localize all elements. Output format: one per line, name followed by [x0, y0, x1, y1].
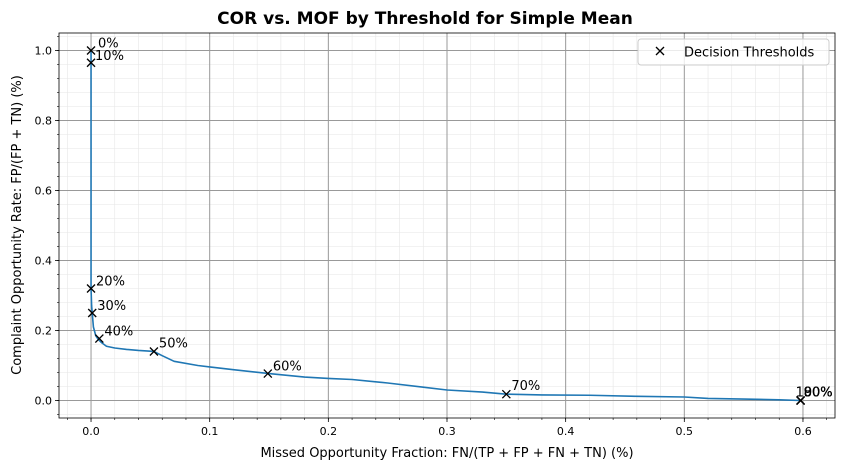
x-axis-label: Missed Opportunity Fraction: FN/(TP + FP… [260, 446, 633, 461]
y-tick-label: 0.6 [35, 185, 53, 198]
threshold-label: 40% [104, 325, 133, 340]
threshold-label: 100% [796, 386, 833, 401]
threshold-label: 60% [273, 360, 302, 375]
y-tick-label: 0.8 [35, 115, 53, 128]
legend-box [637, 38, 830, 66]
x-tick-label: 0.4 [557, 425, 575, 438]
x-tick-label: 0.0 [82, 425, 100, 438]
y-tick-label: 0.2 [35, 325, 53, 338]
threshold-label: 80% [804, 386, 833, 401]
threshold-marker [501, 389, 511, 399]
threshold-label: 90% [804, 386, 833, 401]
threshold-marker [86, 46, 96, 55]
threshold-label: 70% [511, 379, 540, 394]
threshold-label: 30% [97, 299, 126, 314]
threshold-marker [86, 58, 96, 68]
threshold-marker [796, 396, 806, 405]
threshold-label: 10% [95, 49, 124, 64]
chart-title: COR vs. MOF by Threshold for Simple Mean [217, 9, 633, 29]
y-axis-label: Complaint Opportunity Rate: FP/(FP + TN)… [10, 75, 25, 375]
threshold-marker [149, 347, 159, 356]
series-layer [90, 50, 801, 402]
marker-layer: 0%10% 20% 30% 40% 50% 60% 70% 80%90%100% [86, 37, 833, 405]
threshold-marker [86, 284, 96, 293]
threshold-label: 20% [96, 275, 125, 290]
x-axis-ticks: 0.0 0.1 0.2 0.3 0.4 0.5 0.6 [67, 418, 827, 438]
x-tick-label: 0.2 [320, 425, 338, 438]
threshold-label: 0% [98, 37, 119, 52]
threshold-label: 50% [159, 337, 188, 352]
threshold-marker [263, 369, 273, 379]
legend: Decision Thresholds [637, 38, 830, 66]
y-axis-ticks: 0.0 0.2 0.4 0.6 0.8 1.0 [35, 36, 59, 415]
x-tick-label: 0.3 [438, 425, 456, 438]
y-tick-label: 0.0 [35, 395, 53, 408]
x-tick-label: 0.1 [201, 425, 219, 438]
x-tick-label: 0.5 [676, 425, 694, 438]
series-line [90, 50, 801, 402]
y-tick-label: 0.4 [35, 255, 53, 268]
threshold-marker [87, 308, 97, 318]
legend-entry-decision-thresholds: Decision Thresholds [684, 46, 815, 61]
y-tick-label: 1.0 [35, 45, 53, 58]
x-tick-label: 0.6 [794, 425, 812, 438]
threshold-marker [94, 334, 104, 344]
legend-x-marker [655, 46, 665, 56]
